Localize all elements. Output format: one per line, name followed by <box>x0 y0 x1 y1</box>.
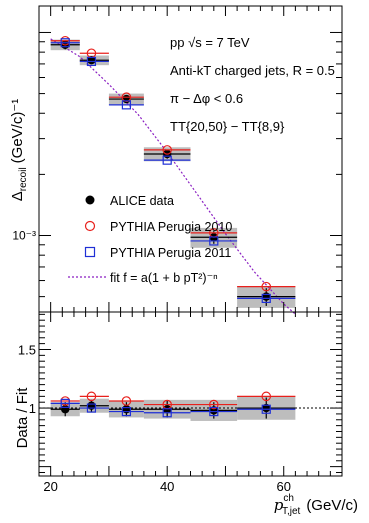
bottom-p2011-point-2 <box>121 406 132 417</box>
y-axis-label-bottom: Data / Fit <box>14 387 31 449</box>
data-points-bottom <box>50 391 296 419</box>
top-p2010-point-3 <box>162 145 172 155</box>
y-label-sub: recoil <box>18 167 29 191</box>
x-tick-label-1: 40 <box>160 479 174 494</box>
data-points-top <box>50 35 296 306</box>
y-label-units: (GeV/c)⁻¹ <box>9 99 26 164</box>
bottom-p2011-point-0 <box>60 398 70 408</box>
top-p2011-point-5 <box>261 293 271 304</box>
legend-marker-p2010 <box>84 220 96 232</box>
legend-marker-alice <box>85 195 95 205</box>
y-tick-label-bottom-1: 1.5 <box>18 342 36 357</box>
x-tick-label-0: 20 <box>43 479 57 494</box>
legend: ALICE data PYTHIA Perugia 2010 PYTHIA Pe… <box>68 194 232 285</box>
top-p2010-point-5 <box>261 281 272 292</box>
annotations: pp √s = 7 TeV Anti-kT charged jets, R = … <box>170 35 335 134</box>
bottom-p2010-point-2 <box>121 396 132 406</box>
annotation-trigger: TT{20,50} − TT{8,9} <box>170 119 285 134</box>
bottom-panel-frame <box>38 311 343 477</box>
top-alice-point-1 <box>87 56 96 65</box>
x-tick-label-2: 60 <box>276 479 290 494</box>
legend-marker-p2011 <box>84 246 96 258</box>
fit-curve <box>50 38 296 315</box>
annotation-dphi: π − Δφ < 0.6 <box>170 91 243 106</box>
top-alice-point-5 <box>262 292 271 301</box>
bottom-p2011-point-1 <box>86 403 97 413</box>
bottom-p2010-point-5 <box>261 391 272 402</box>
y-tick-label-bottom-0: 1 <box>29 401 36 416</box>
top-p2011-point-3 <box>162 155 172 165</box>
top-p2011-point-1 <box>86 56 97 67</box>
top-p2011-point-0 <box>60 38 70 48</box>
y-label-symbol: Δ <box>9 191 26 201</box>
top-p2011-point-2 <box>121 100 132 110</box>
legend-label-p2010: PYTHIA Perugia 2010 <box>110 220 232 234</box>
bottom-p2011-point-4 <box>209 406 219 417</box>
annotation-energy: pp √s = 7 TeV <box>170 35 250 50</box>
bottom-p2010-point-4 <box>209 399 219 410</box>
legend-label-fit: fit f = a(1 + b pT²)⁻ⁿ <box>110 271 218 285</box>
y-axis-label-top: Δrecoil (GeV/c)⁻¹ <box>9 99 29 202</box>
legend-label-alice: ALICE data <box>110 194 174 208</box>
top-p2011-point-4 <box>209 236 219 246</box>
svg-text:Δrecoil(GeV/c)⁻¹: Δrecoil (GeV/c)⁻¹ <box>9 99 29 202</box>
bottom-p2010-point-1 <box>86 391 97 402</box>
annotation-jets: Anti-kT charged jets, R = 0.5 <box>170 63 335 78</box>
bottom-p2011-point-5 <box>261 404 271 414</box>
legend-label-p2011: PYTHIA Perugia 2011 <box>110 246 231 260</box>
bottom-p2011-point-3 <box>162 408 172 418</box>
x-axis-label: pch T,jet (GeV/c) <box>274 493 358 517</box>
axis-ticks <box>39 6 343 476</box>
systematic-bands-top <box>50 39 296 308</box>
bottom-alice-point-0 <box>61 405 70 414</box>
y-tick-label-top-0: 10⁻³ <box>12 229 36 243</box>
tick-labels: 10⁻³ 1 1.5 20 40 60 <box>12 229 291 494</box>
bottom-alice-point-5 <box>262 403 271 413</box>
